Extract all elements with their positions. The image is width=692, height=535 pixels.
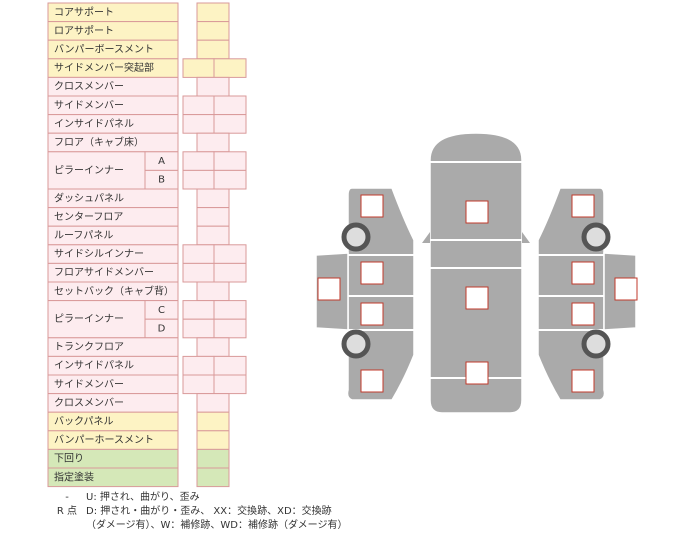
check-cell	[196, 393, 230, 413]
row-label: ピラーインナー	[54, 164, 124, 176]
row-label: サイドメンバー突起部	[54, 61, 154, 74]
check-cell	[213, 114, 247, 134]
row-label: セットバック（キャブ背）	[54, 284, 174, 297]
check-cell	[182, 262, 215, 283]
check-cell	[213, 262, 247, 283]
legend-text: U: 押され、曲がり、歪み	[86, 490, 200, 503]
check-cell	[196, 132, 230, 153]
row-label-cell	[47, 467, 179, 488]
check-cell	[196, 467, 230, 488]
check-cell	[213, 355, 247, 376]
row-label: ロアサポート	[54, 25, 114, 37]
sub-label: D	[158, 324, 166, 335]
sub-label: B	[158, 175, 165, 186]
check-cell	[182, 374, 215, 395]
check-cell	[182, 244, 215, 264]
check-cell	[196, 430, 230, 450]
row-label: ルーフパネル	[54, 230, 113, 242]
check-cell	[213, 95, 247, 116]
check-cell	[196, 76, 230, 97]
row-label: 下回り	[54, 453, 84, 465]
row-label: サイドシルインナー	[54, 248, 144, 260]
check-cell	[182, 300, 215, 320]
check-cell	[182, 355, 215, 376]
check-cell	[196, 281, 230, 302]
row-label: ダッシュパネル	[54, 191, 124, 204]
car-right	[537, 187, 606, 401]
car-left	[346, 187, 415, 401]
row-label: サイドメンバー	[54, 378, 124, 390]
row-label: クロスメンバー	[54, 81, 124, 93]
check-cell	[213, 300, 247, 320]
car-diagram	[315, 132, 638, 414]
check-cell	[213, 151, 247, 171]
row-label: センターフロア	[54, 211, 123, 223]
row-label: クロスメンバー	[54, 397, 124, 409]
row-label: インサイドパネル	[54, 360, 134, 372]
row-label: バンパーボースメント	[54, 44, 154, 56]
check-cell	[196, 188, 230, 209]
check-cell	[196, 39, 230, 60]
sub-label: A	[158, 156, 165, 167]
legend-text: D: 押され・曲がり・歪み、 XX：交換跡、XD：交換跡	[86, 504, 332, 517]
row-label: コアサポート	[54, 6, 114, 18]
row-label: フロアサイドメンバー	[54, 267, 154, 279]
check-cell	[182, 151, 215, 171]
check-cell	[213, 244, 247, 264]
check-cell	[213, 58, 247, 78]
row-label: バックパネル	[54, 416, 114, 428]
check-cell	[196, 225, 230, 246]
check-cell	[213, 169, 247, 190]
check-cell	[213, 374, 247, 395]
row-label-cell	[47, 151, 146, 190]
row-label: 指定塗装	[54, 470, 94, 483]
check-cell	[196, 2, 230, 23]
row-label: バンパーホースメント	[54, 434, 154, 446]
check-cell	[196, 337, 230, 357]
row-label: サイドメンバー	[54, 99, 124, 111]
check-cell	[196, 411, 230, 432]
legend-text: （ダメージ有）、W：補修跡、WD：補修跡（ダメージ有）	[86, 518, 347, 531]
legend-key: -	[65, 492, 69, 503]
check-cell	[182, 114, 215, 134]
check-cell	[182, 95, 215, 116]
check-cell	[196, 448, 230, 469]
row-label: トランクフロア	[54, 341, 124, 353]
car-top	[429, 132, 523, 414]
check-cell	[182, 58, 215, 78]
row-label: ピラーインナー	[54, 313, 124, 325]
row-label: フロア（キャブ床）	[54, 136, 144, 149]
row-label: インサイドパネル	[54, 118, 134, 130]
check-cell	[182, 318, 215, 339]
legend-key: R 点	[57, 505, 77, 517]
sub-label: C	[158, 305, 165, 316]
check-cell	[196, 21, 230, 41]
check-cell	[182, 169, 215, 190]
check-cell	[196, 207, 230, 227]
check-cell	[213, 318, 247, 339]
